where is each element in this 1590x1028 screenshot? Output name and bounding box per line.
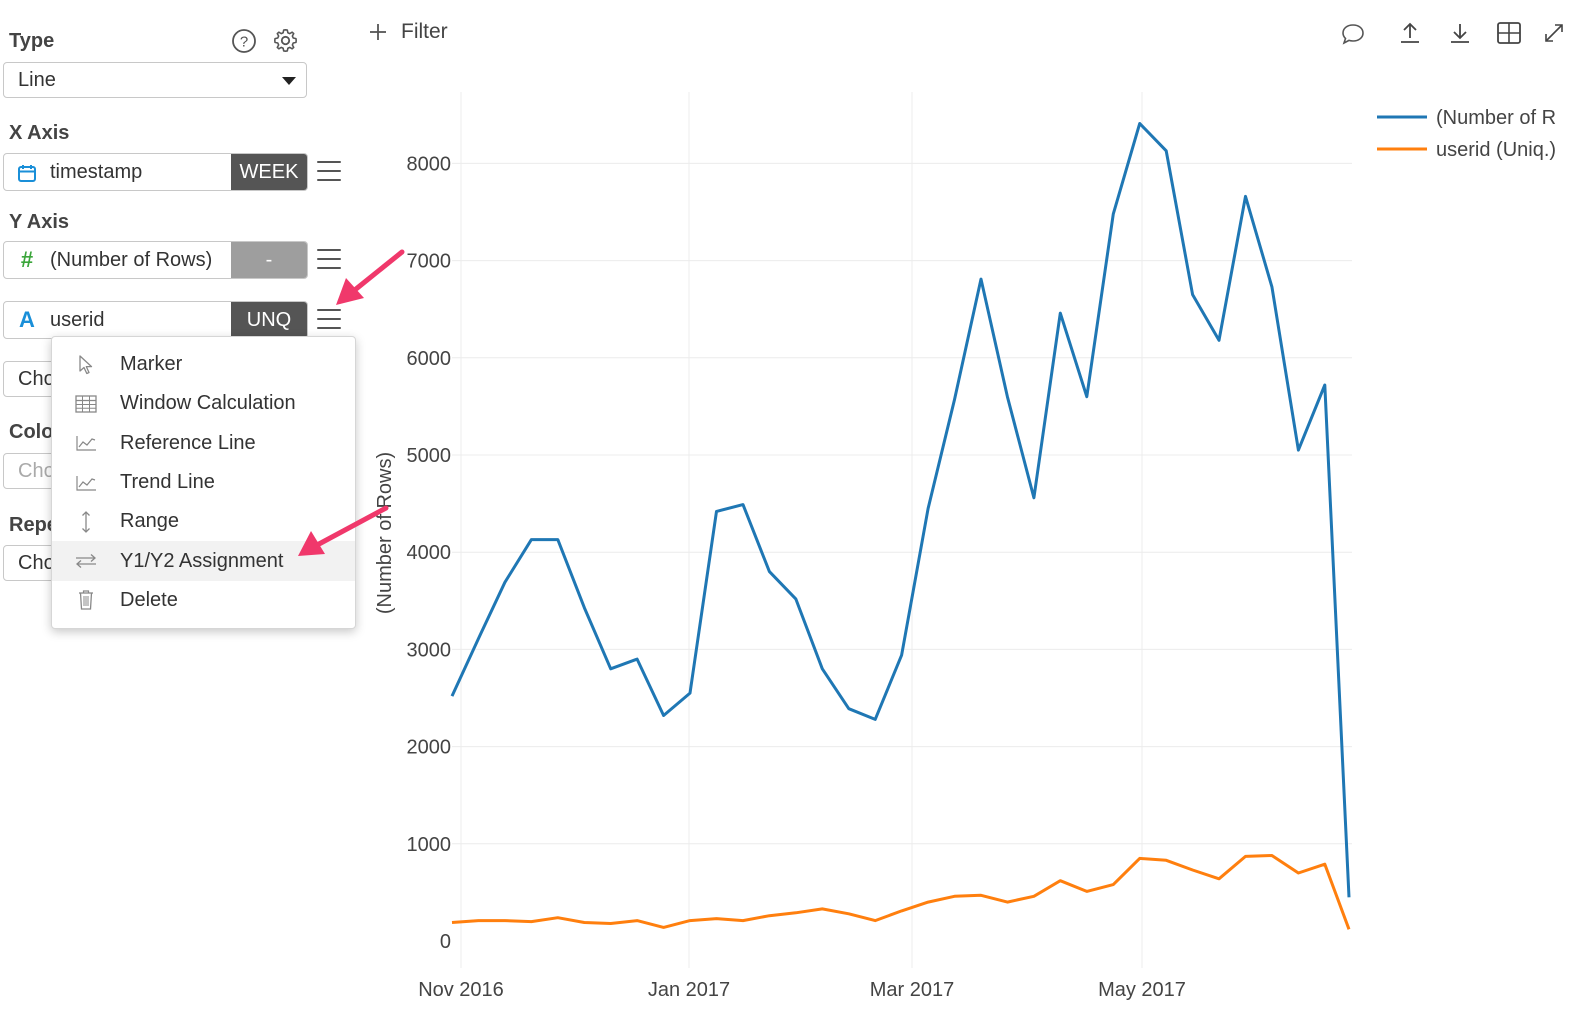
- x-axis-field[interactable]: timestamp WEEK: [3, 153, 308, 191]
- pointer-icon: [52, 354, 120, 376]
- help-icon[interactable]: ?: [231, 28, 257, 54]
- swap-icon: [52, 553, 120, 569]
- y-tick-label: 3000: [407, 639, 452, 661]
- y-axis-rows-menu-icon[interactable]: [317, 249, 341, 269]
- y-tick-label: 5000: [407, 445, 452, 467]
- y-axis-field-userid[interactable]: A userid UNQ: [3, 301, 308, 339]
- text-type-icon: A: [19, 307, 35, 332]
- series-line-1: [450, 122, 1351, 898]
- menu-item-reference-line[interactable]: Reference Line: [52, 424, 355, 463]
- add-filter-button[interactable]: Filter: [368, 20, 448, 44]
- y-axis-field-name: userid: [50, 308, 105, 331]
- y-axis-aggregation-tag[interactable]: UNQ: [231, 302, 307, 338]
- x-tick-label: Mar 2017: [870, 979, 955, 1001]
- y-tick-label: 7000: [407, 251, 452, 273]
- trend-line-icon: [52, 474, 120, 492]
- menu-item-label: Y1/Y2 Assignment: [120, 549, 284, 572]
- table-icon: [52, 395, 120, 413]
- x-axis-aggregation-tag[interactable]: WEEK: [231, 154, 307, 190]
- menu-item-marker[interactable]: Marker: [52, 345, 355, 384]
- reference-line-icon: [52, 434, 120, 452]
- menu-item-label: Window Calculation: [120, 392, 296, 415]
- series-line-2: [451, 854, 1351, 930]
- trash-icon: [52, 589, 120, 611]
- y-axis-title: (Number of Rows): [374, 452, 396, 614]
- calendar-icon: [4, 159, 50, 185]
- x-axis-menu-icon[interactable]: [317, 161, 341, 181]
- menu-item-label: Marker: [120, 353, 183, 376]
- gear-icon[interactable]: [272, 27, 299, 54]
- chart-type-value: Line: [18, 68, 56, 91]
- menu-item-label: Trend Line: [120, 471, 215, 494]
- x-axis-field-name: timestamp: [50, 160, 143, 183]
- y-axis-aggregation-tag[interactable]: -: [231, 242, 307, 278]
- plus-icon: [370, 24, 386, 40]
- hidden-select-value: Cho: [18, 367, 55, 390]
- menu-item-label: Reference Line: [120, 431, 256, 454]
- range-icon: [52, 510, 120, 534]
- menu-item-label: Range: [120, 510, 179, 533]
- field-context-menu: Marker Window Calculation Reference Line…: [51, 336, 356, 629]
- x-axis-label: X Axis: [9, 122, 70, 144]
- menu-item-window-calculation[interactable]: Window Calculation: [52, 384, 355, 423]
- upload-icon[interactable]: [1398, 21, 1422, 45]
- color-label: Colo: [9, 421, 54, 443]
- y-axis-label: Y Axis: [9, 211, 70, 233]
- y-tick-label: 0: [440, 931, 451, 953]
- y-tick-label: 4000: [407, 542, 452, 564]
- menu-item-range[interactable]: Range: [52, 502, 355, 541]
- chart-type-select[interactable]: Line: [3, 62, 307, 98]
- x-tick-label: Nov 2016: [418, 979, 504, 1001]
- expand-icon[interactable]: [1542, 21, 1566, 45]
- repeat-select-value: Cho: [18, 551, 55, 574]
- hash-icon: #: [20, 247, 34, 272]
- x-tick-label: Jan 2017: [648, 979, 730, 1001]
- filter-label: Filter: [401, 20, 448, 43]
- download-icon[interactable]: [1448, 21, 1472, 45]
- chevron-down-icon: [282, 77, 296, 85]
- grid-icon[interactable]: [1496, 21, 1522, 45]
- y-tick-label: 2000: [407, 737, 452, 759]
- y-axis-userid-menu-icon[interactable]: [317, 309, 341, 329]
- menu-item-trend-line[interactable]: Trend Line: [52, 463, 355, 502]
- menu-item-label: Delete: [120, 588, 178, 611]
- y-axis-field-rows[interactable]: # (Number of Rows) -: [3, 241, 308, 279]
- menu-item-delete[interactable]: Delete: [52, 581, 355, 620]
- repeat-label: Repe: [9, 514, 58, 536]
- color-select-placeholder: Cho: [18, 459, 55, 482]
- y-tick-label: 8000: [407, 153, 452, 175]
- legend-label: userid (Uniq.): [1436, 139, 1556, 161]
- comment-icon[interactable]: [1340, 22, 1366, 46]
- y-tick-label: 6000: [407, 348, 452, 370]
- y-axis-field-name: (Number of Rows): [50, 248, 213, 271]
- legend-label: (Number of R: [1436, 107, 1556, 129]
- svg-text:?: ?: [240, 34, 248, 51]
- x-tick-label: May 2017: [1098, 979, 1186, 1001]
- y-tick-label: 1000: [407, 834, 452, 856]
- type-label: Type: [9, 30, 55, 52]
